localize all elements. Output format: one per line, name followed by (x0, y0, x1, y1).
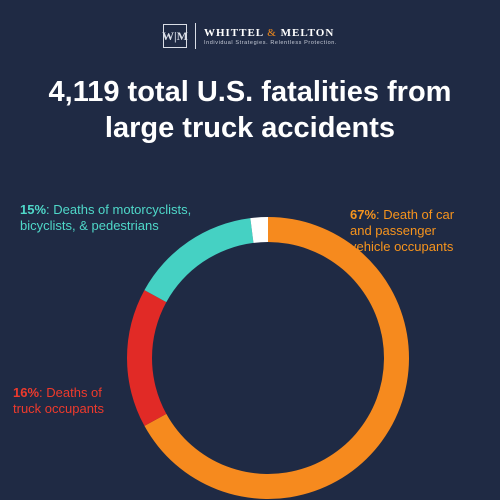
logo-name: WHITTEL & MELTON (204, 27, 337, 39)
chart-title: 4,119 total U.S. fatalities from large t… (0, 74, 500, 146)
slice-label-truck-line-1: 16%: Deaths of (13, 385, 143, 401)
slice-label-truck-occupants: 16%: Deaths of truck occupants (13, 385, 143, 417)
brand-logo: W|M WHITTEL & MELTON Individual Strategi… (0, 22, 500, 50)
slice-label-motorcyclists: 15%: Deaths of motorcyclists, bicyclists… (20, 202, 235, 234)
logo-wordmark: WHITTEL & MELTON Individual Strategies. … (204, 27, 337, 46)
slice-label-truck-text-1: : Deaths of (39, 385, 102, 400)
slice-label-car-line-1: 67%: Death of car (350, 207, 485, 223)
donut-slice-gap (250, 217, 268, 243)
slice-label-motorcyclists-pct: 15% (20, 202, 47, 217)
logo-monogram: W|M (162, 24, 188, 48)
donut-slice-motorcyclists (144, 218, 254, 303)
logo-tagline: Individual Strategies. Relentless Protec… (203, 39, 338, 46)
slice-label-car-text-1: : Death of car (376, 207, 455, 222)
logo-name-right: MELTON (280, 26, 335, 39)
slice-label-motorcyclists-text-1: : Deaths of motorcyclists, (46, 202, 192, 217)
slice-label-car-pct: 67% (350, 207, 377, 222)
chart-title-line-2: large truck accidents (104, 112, 396, 144)
slice-label-motorcyclists-line-1: 15%: Deaths of motorcyclists, (20, 202, 235, 218)
slice-label-car-text-2: and passenger (350, 223, 437, 238)
slice-label-motorcyclists-text-2: bicyclists, & pedestrians (20, 218, 159, 233)
donut-slice-truck-occupants (127, 290, 167, 426)
slice-label-truck-pct: 16% (13, 385, 40, 400)
slice-label-car-text-3: vehicle occupants (350, 239, 454, 254)
logo-divider (194, 23, 196, 49)
slice-label-car-occupants: 67%: Death of car and passenger vehicle … (350, 207, 485, 255)
logo-name-left: WHITTEL (203, 26, 264, 39)
slice-label-truck-text-2: truck occupants (13, 401, 105, 416)
chart-title-line-1: 4,119 total U.S. fatalities from (48, 76, 452, 108)
logo-name-amp: & (267, 26, 277, 39)
